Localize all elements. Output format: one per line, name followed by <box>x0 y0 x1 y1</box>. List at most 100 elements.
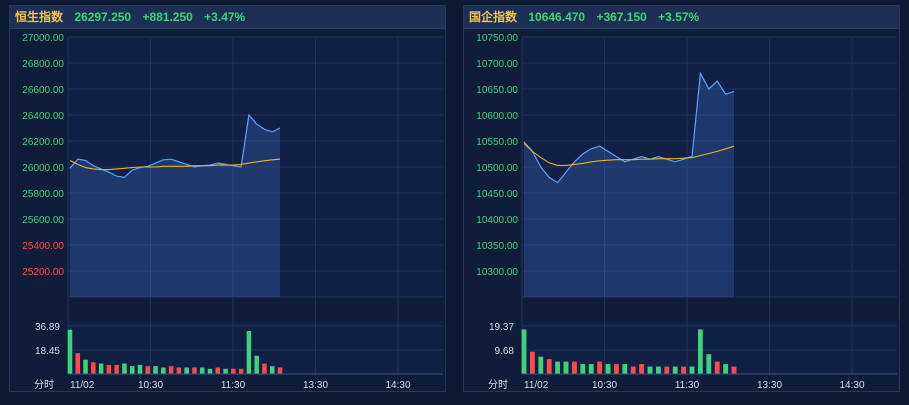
volume-bar <box>613 364 619 374</box>
y-tick-label: 10750.00 <box>476 33 518 44</box>
intraday-chart[interactable]: 10750.00 10700.00 10650.00 10600.00 10550.00… <box>464 29 899 391</box>
volume-bar <box>75 353 81 374</box>
x-tick-label: 11/02 <box>70 380 95 391</box>
volume-bar <box>647 366 653 374</box>
intraday-chart[interactable]: 27000.00 26800.00 26600.00 26400.00 26200.00… <box>10 29 445 391</box>
hsi-chart-panel: 恒生指数 26297.250 +881.250 +3.47% 27000.00 2… <box>9 5 446 392</box>
volume-bar <box>588 364 594 374</box>
volume-bar <box>529 351 535 374</box>
x-tick-label: 10:30 <box>138 380 163 391</box>
volume-bar <box>546 359 552 374</box>
percent-change: +3.47% <box>204 10 246 24</box>
volume-bar <box>184 367 189 374</box>
volume-bar <box>521 329 527 374</box>
x-tick-label: 11/02 <box>524 380 549 391</box>
volume-bar <box>238 368 244 374</box>
volume-bar <box>672 366 678 374</box>
price-area-fill <box>524 73 734 298</box>
y-tick-label: 25800.00 <box>22 189 64 200</box>
volume-bar <box>246 331 252 374</box>
y-tick-label: 25400.00 <box>22 241 64 252</box>
volume-bar <box>129 366 135 374</box>
volume-bar <box>689 366 695 374</box>
volume-bar <box>168 366 174 374</box>
volume-bar <box>723 364 729 374</box>
price-area-fill <box>70 115 280 297</box>
y-tick-label: 26400.00 <box>22 111 64 122</box>
volume-bar <box>176 367 182 374</box>
x-tick-label: 14:30 <box>839 380 864 391</box>
price-change: +367.150 <box>596 10 647 24</box>
volume-bar <box>137 364 143 374</box>
volume-bar <box>145 366 151 374</box>
volume-bar <box>681 366 687 374</box>
volume-bar <box>714 361 720 374</box>
volume-bar <box>277 367 283 374</box>
volume-tick-label: 9.68 <box>495 346 515 357</box>
x-tick-label: 14:30 <box>385 380 410 391</box>
y-tick-label: 10600.00 <box>476 111 518 122</box>
x-axis-label: 分时 <box>34 379 54 391</box>
percent-change: +3.57% <box>658 10 700 24</box>
index-name: 恒生指数 <box>15 10 64 24</box>
y-tick-label: 10500.00 <box>476 163 518 174</box>
chart-header: 恒生指数 26297.250 +881.250 +3.47% <box>10 6 445 29</box>
volume-bar <box>639 364 645 374</box>
price-line <box>69 113 281 179</box>
x-tick-label: 10:30 <box>592 380 617 391</box>
y-tick-label: 26200.00 <box>22 137 64 148</box>
volume-bar <box>538 356 544 374</box>
volume-bar <box>697 329 703 374</box>
y-tick-label: 26600.00 <box>22 85 64 96</box>
volume-bar <box>563 361 569 374</box>
volume-tick-label: 18.45 <box>35 346 60 357</box>
index-name: 国企指数 <box>469 10 518 24</box>
volume-tick-label: 36.89 <box>35 322 60 333</box>
volume-bar <box>161 367 166 374</box>
volume-bar <box>706 354 712 374</box>
y-tick-label: 26000.00 <box>22 163 64 174</box>
volume-bar <box>207 368 213 374</box>
volume-bar <box>630 366 636 374</box>
volume-bar <box>622 364 628 374</box>
average-line <box>523 141 735 166</box>
y-tick-label: 10650.00 <box>476 85 518 96</box>
volume-bar <box>231 368 236 374</box>
last-price: 10646.470 <box>528 10 586 24</box>
hscei-chart-panel: 国企指数 10646.470 +367.150 +3.57% 10750.00 1… <box>463 5 900 392</box>
volume-bar <box>98 363 104 374</box>
volume-bar <box>555 361 561 374</box>
y-tick-label: 10400.00 <box>476 215 518 226</box>
volume-bar <box>192 367 197 374</box>
volume-bar <box>114 364 119 374</box>
chart-header: 国企指数 10646.470 +367.150 +3.57% <box>464 6 899 29</box>
volume-bar <box>664 366 670 374</box>
y-tick-label: 10450.00 <box>476 189 518 200</box>
volume-bar <box>262 363 267 374</box>
average-line <box>69 158 281 171</box>
volume-bar <box>580 364 586 374</box>
price-line <box>523 71 735 184</box>
volume-bar <box>254 355 259 374</box>
y-tick-label: 10300.00 <box>476 267 518 278</box>
y-tick-label: 27000.00 <box>22 33 64 44</box>
y-tick-label: 10550.00 <box>476 137 518 148</box>
volume-bar <box>223 368 228 374</box>
y-tick-label: 25200.00 <box>22 267 64 278</box>
x-axis-label: 分时 <box>488 379 508 391</box>
price-change: +881.250 <box>142 10 193 24</box>
volume-bar <box>731 366 737 374</box>
volume-bar <box>269 366 275 374</box>
x-tick-label: 13:30 <box>757 380 782 391</box>
volume-bar <box>83 359 88 374</box>
volume-bar <box>122 363 127 374</box>
volume-bar <box>199 367 205 374</box>
volume-bar <box>597 361 603 374</box>
volume-bar <box>605 364 611 374</box>
volume-bar <box>153 366 158 374</box>
volume-bar <box>571 361 577 374</box>
last-price: 26297.250 <box>74 10 132 24</box>
volume-bar <box>215 367 221 374</box>
y-tick-label: 26800.00 <box>22 59 64 70</box>
y-tick-label: 10700.00 <box>476 59 518 70</box>
